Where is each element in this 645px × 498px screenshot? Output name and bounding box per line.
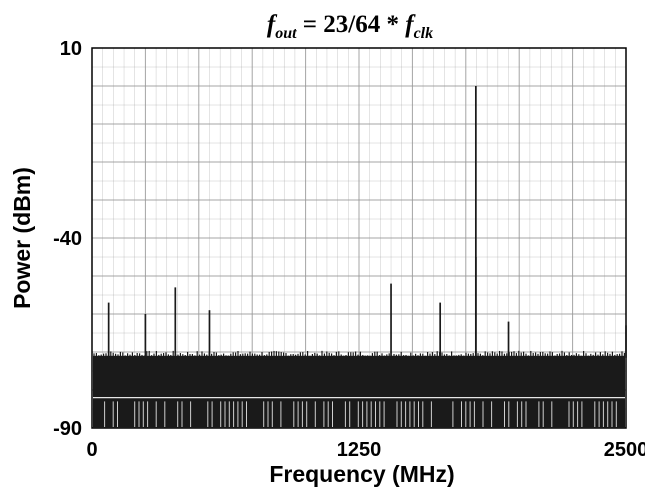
y-tick-label: -90 [53, 418, 82, 440]
y-tick-label: 10 [60, 38, 82, 60]
spur-markers [107, 86, 627, 358]
axis-ticks: 0 1250 2500 10 -40 -90 [53, 38, 645, 461]
chart-title: fout = 23/64 * fclk [267, 11, 433, 42]
noise-floor-band [93, 355, 625, 428]
noise-floor [93, 350, 626, 428]
y-axis-label: Power (dBm) [9, 167, 35, 309]
x-axis-label: Frequency (MHz) [269, 461, 454, 487]
x-tick-label: 1250 [337, 439, 382, 461]
x-tick-label: 2500 [604, 439, 645, 461]
x-tick-label: 0 [86, 439, 97, 461]
y-tick-label: -40 [53, 228, 82, 250]
